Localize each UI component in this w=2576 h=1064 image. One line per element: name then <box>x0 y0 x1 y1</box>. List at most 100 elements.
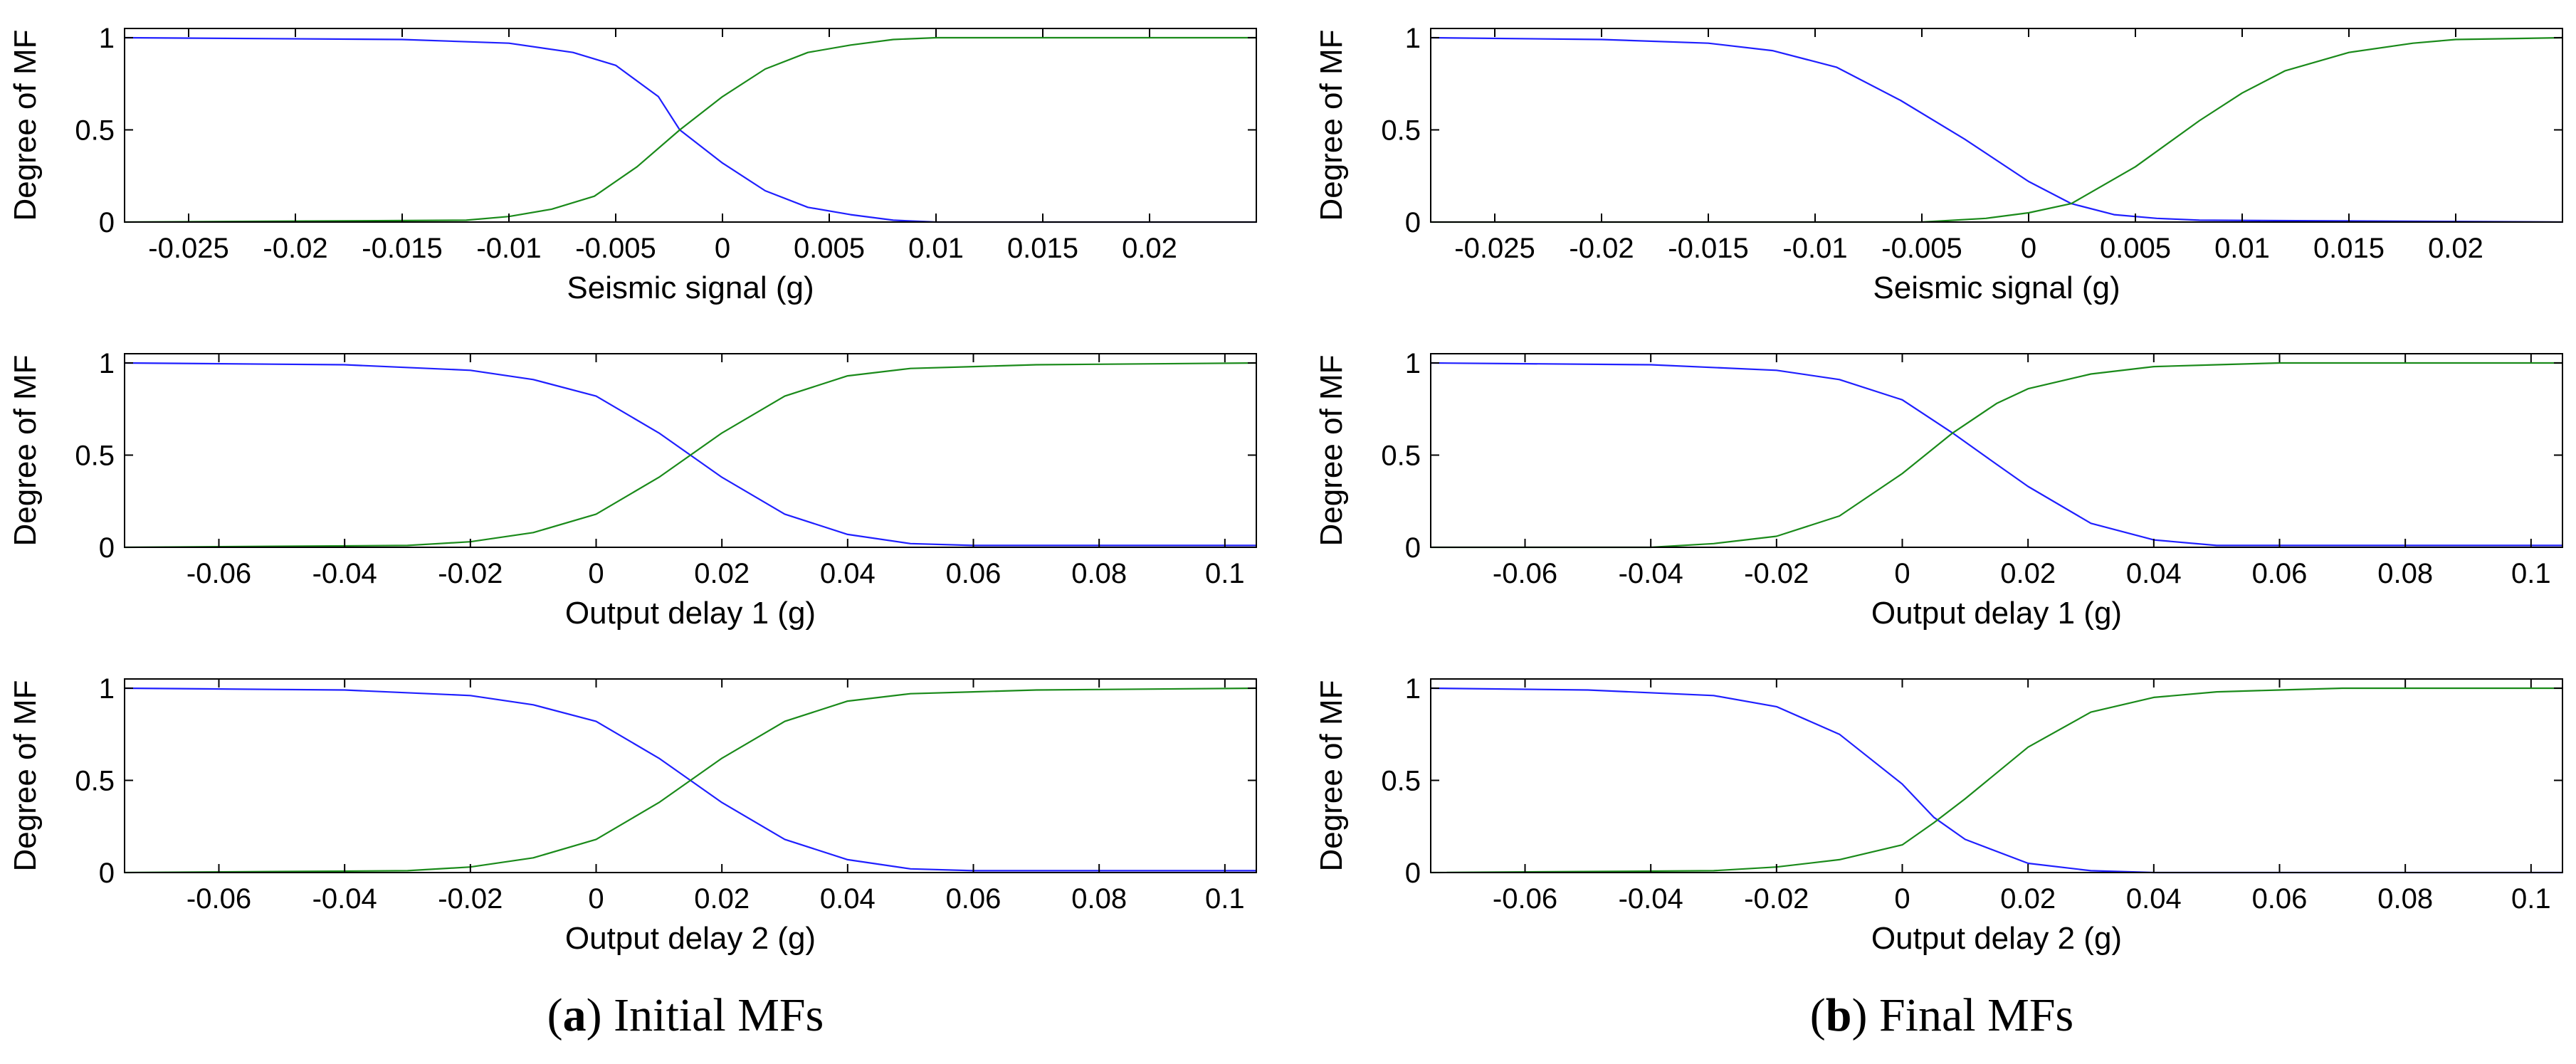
chart-b2-plot-area <box>1431 354 2562 547</box>
chart-a2-xtick-label: 0.04 <box>820 558 876 589</box>
chart-b1-series-high <box>1431 36 2563 223</box>
chart-b3-ytick-label: 0.5 <box>1381 765 1421 796</box>
chart-a3-ytick-label: 0 <box>99 858 115 889</box>
chart-a1: -0.025 -0.02 -0.015 -0.01 -0.005 0 0.005 0.01 0.… <box>8 23 1257 305</box>
chart-b2-xtick-label: 0.02 <box>2000 558 2056 589</box>
chart-a3-ytick-label: 1 <box>99 673 115 705</box>
chart-b3-axes-frame <box>1430 678 2563 873</box>
caption-b-text: Final MFs <box>1867 989 2073 1041</box>
chart-b2: -0.06 -0.04 -0.02 0 0.02 0.04 0.06 0.08 0.1 0 0.5 1… <box>1314 348 2563 631</box>
chart-a2-ylabel: Degree of MF <box>8 355 43 547</box>
chart-b3-plot-area <box>1431 679 2562 873</box>
chart-b3-xtick-label: 0.06 <box>2252 883 2308 915</box>
chart-b1-xtick-label: 0 <box>2021 233 2036 264</box>
chart-a1-xlabel: Seismic signal (g) <box>567 270 814 305</box>
chart-b2-xtick-label: 0.08 <box>2377 558 2433 589</box>
chart-b2-xtick-label: 0 <box>1894 558 1910 589</box>
chart-a1-series-low <box>124 36 1256 223</box>
chart-b2-series-low <box>1430 362 2562 547</box>
chart-a3-axes-frame <box>124 678 1257 873</box>
chart-b3-xtick-label: -0.02 <box>1744 883 1809 915</box>
chart-a1-xtick-label: 0.005 <box>794 233 865 264</box>
chart-a3-xtick-label: -0.04 <box>312 883 377 915</box>
chart-a1-xtick-label: -0.01 <box>476 233 541 264</box>
chart-a2-ytick-label: 0.5 <box>75 440 115 471</box>
chart-a2-xtick-label: 0 <box>588 558 604 589</box>
chart-a1-plot-area <box>125 28 1256 222</box>
chart-a1-ytick-label: 0 <box>99 207 115 238</box>
chart-a1-ytick-label: 0.5 <box>75 115 115 146</box>
chart-b1-axes-frame <box>1430 28 2563 223</box>
chart-a2-series-high <box>124 362 1257 549</box>
caption-a-letter: a <box>563 989 587 1041</box>
chart-b3-xtick-label: 0.1 <box>2511 883 2551 915</box>
chart-a3-ytick-label: 0.5 <box>75 765 115 796</box>
caption-b-letter: b <box>1826 989 1852 1041</box>
caption-a-text: Initial MFs <box>602 989 824 1041</box>
chart-b3: -0.06 -0.04 -0.02 0 0.02 0.04 0.06 0.08 0.1 0 0.5 1… <box>1314 673 2563 956</box>
chart-b3-xtick-label: 0.08 <box>2377 883 2433 915</box>
chart-b3-xtick-label: -0.06 <box>1493 883 1557 915</box>
chart-b1: -0.025 -0.02 -0.015 -0.01 -0.005 0 0.005 0.01 0.… <box>1314 23 2563 305</box>
chart-b2-ylabel: Degree of MF <box>1314 355 1349 547</box>
chart-a1-xtick-label: 0.01 <box>908 233 964 264</box>
chart-a2-xtick-label: 0.06 <box>946 558 1002 589</box>
chart-a3-xtick-label: 0.02 <box>694 883 750 915</box>
chart-b2-xtick-label: 0.06 <box>2252 558 2308 589</box>
chart-b2-xtick-label: -0.04 <box>1619 558 1683 589</box>
chart-a3-xtick-label: 0.04 <box>820 883 876 915</box>
chart-a1-series-high <box>124 36 1256 223</box>
chart-a3-xlabel: Output delay 2 (g) <box>565 921 816 956</box>
chart-b2-ytick-label: 1 <box>1405 348 1421 379</box>
chart-b2-ytick-label: 0 <box>1405 532 1421 564</box>
chart-a3-xtick-label: 0.08 <box>1071 883 1127 915</box>
chart-a3-xtick-label: 0.06 <box>946 883 1002 915</box>
chart-a2-ytick-label: 0 <box>99 532 115 564</box>
chart-a2-xtick-label: 0.08 <box>1071 558 1127 589</box>
chart-a1-xtick-label: -0.005 <box>575 233 656 264</box>
chart-a3-xtick-label: 0 <box>588 883 604 915</box>
chart-a1-xtick-label: -0.015 <box>362 233 442 264</box>
chart-a3-xtick-label: 0.1 <box>1205 883 1245 915</box>
chart-b2-xtick-label: -0.06 <box>1493 558 1557 589</box>
chart-a2-xtick-label: -0.02 <box>438 558 503 589</box>
chart-b3-xtick-label: 0 <box>1894 883 1910 915</box>
chart-a1-xtick-label: 0 <box>715 233 730 264</box>
chart-b2-xtick-label: 0.04 <box>2126 558 2182 589</box>
chart-b2-ytick-label: 0.5 <box>1381 440 1421 471</box>
chart-b1-xtick-label: -0.025 <box>1454 233 1535 264</box>
chart-a2-axes-frame <box>124 353 1257 548</box>
chart-b3-ytick-label: 0 <box>1405 858 1421 889</box>
chart-a3: -0.06 -0.04 -0.02 0 0.02 0.04 0.06 0.08 0.1 0 0.5 1… <box>8 673 1257 956</box>
chart-b1-ytick-label: 0.5 <box>1381 115 1421 146</box>
chart-b2-series-high <box>1431 362 2562 549</box>
chart-b3-series-high <box>1430 687 2562 874</box>
chart-a3-ylabel: Degree of MF <box>8 680 43 872</box>
chart-a2-xlabel: Output delay 1 (g) <box>565 596 816 631</box>
chart-a3-xtick-label: -0.02 <box>438 883 503 915</box>
chart-b1-xtick-label: -0.02 <box>1569 233 1634 264</box>
chart-b3-xtick-label: -0.04 <box>1619 883 1683 915</box>
chart-b1-xlabel: Seismic signal (g) <box>1873 270 2120 305</box>
chart-a2: -0.06 -0.04 -0.02 0 0.02 0.04 0.06 0.08 0.1 0 0.5 1… <box>8 348 1257 631</box>
chart-a1-xtick-label: -0.02 <box>263 233 327 264</box>
plots-area: -0.025 -0.02 -0.015 -0.01 -0.005 0 0.005 0.01 0.… <box>8 23 2563 956</box>
chart-b3-ytick-label: 1 <box>1405 673 1421 705</box>
chart-a1-ytick-label: 1 <box>99 23 115 54</box>
caption-b: (b) Final MFs <box>1810 989 2073 1041</box>
chart-a3-xtick-label: -0.06 <box>186 883 251 915</box>
chart-b1-ytick-label: 0 <box>1405 207 1421 238</box>
chart-a2-ytick-label: 1 <box>99 348 115 379</box>
chart-a1-xtick-label: -0.025 <box>148 233 228 264</box>
chart-b3-ylabel: Degree of MF <box>1314 680 1349 872</box>
chart-a3-series-high <box>124 687 1257 874</box>
caption-a: (a) Initial MFs <box>547 989 824 1041</box>
chart-a1-xtick-label: 0.015 <box>1007 233 1078 264</box>
chart-a2-plot-area <box>125 354 1256 547</box>
chart-b1-xtick-label: 0.015 <box>2313 233 2385 264</box>
chart-b3-xlabel: Output delay 2 (g) <box>1871 921 2122 956</box>
chart-b1-ylabel: Degree of MF <box>1314 30 1349 221</box>
chart-a1-axes-frame <box>124 28 1257 223</box>
chart-b1-ytick-label: 1 <box>1405 23 1421 54</box>
